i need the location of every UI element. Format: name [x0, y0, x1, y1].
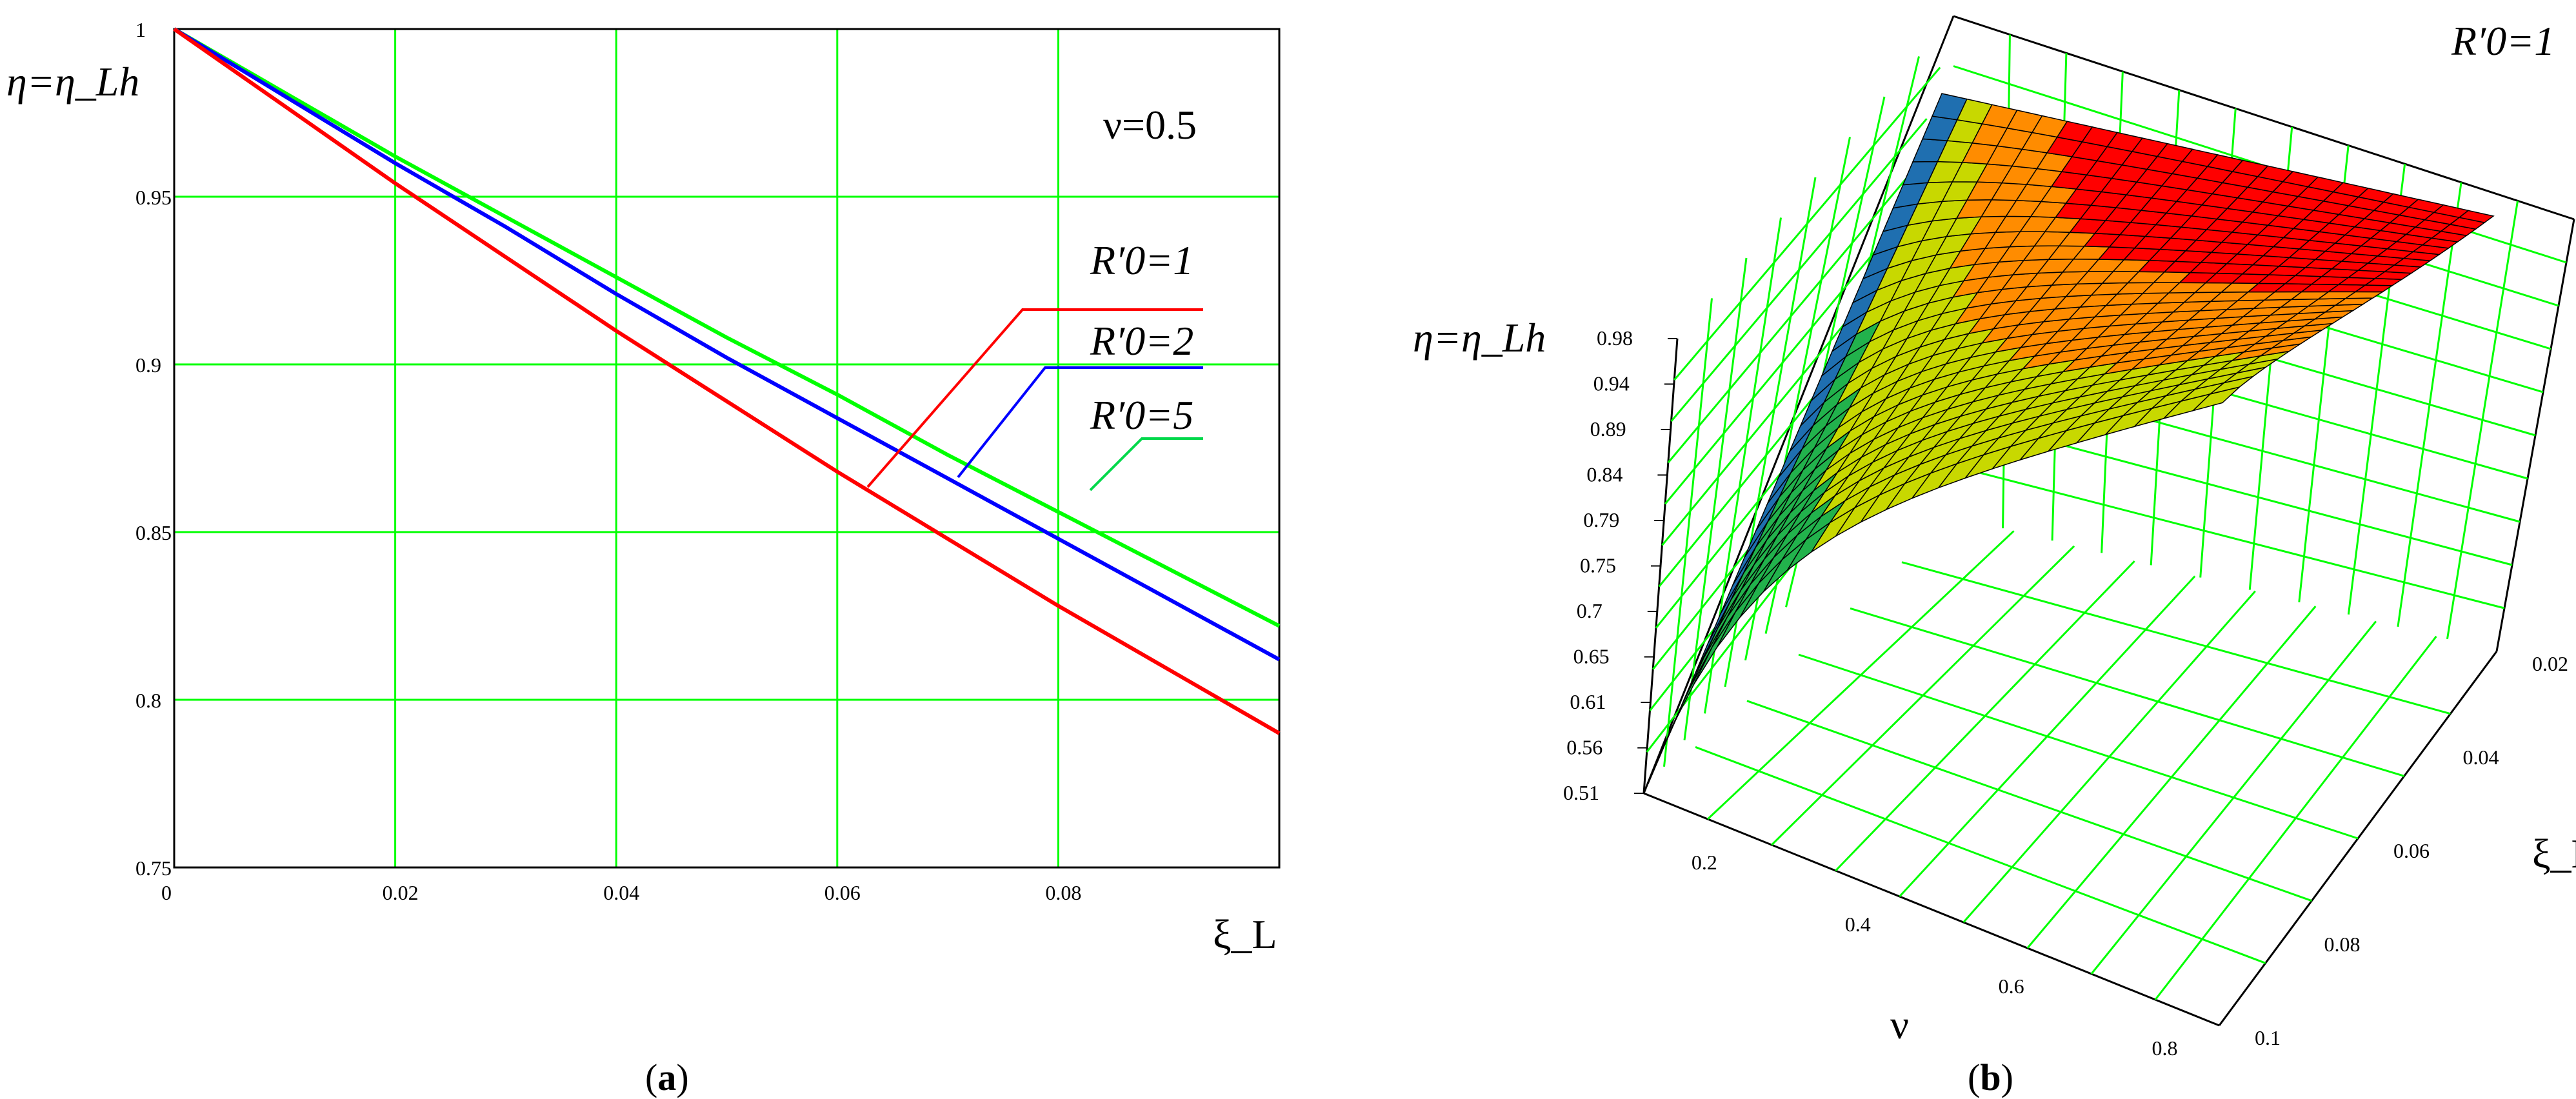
panel-a-legend: R′0=1 R′0=2 R′0=5	[866, 237, 1203, 491]
panel-b-surface-chart: 0.51 0.56 0.61 0.65 0.7 0.75 0.79 0.84 0.89 0.94 0…	[1413, 15, 2576, 1098]
grid-b-floor-b	[1901, 561, 2451, 715]
z-tick-label: 0.98	[1597, 326, 1633, 350]
z-tick-label: 0.79	[1583, 508, 1619, 531]
z-tick-label: 0.94	[1593, 372, 1630, 395]
z-tick-label: 0.61	[1570, 690, 1606, 713]
x-tick-label-nu: 0.4	[1845, 913, 1871, 936]
grid-b-wall-right-h	[1953, 465, 2505, 609]
legend-label-r0-5: R′0=5	[1090, 392, 1193, 438]
x-tick-label: 0.08	[1045, 881, 1081, 904]
y-tick-label: 0.75	[135, 856, 172, 880]
legend-leader-r0-5	[1089, 437, 1203, 491]
panel-a-annotation: ν=0.5	[1103, 102, 1197, 148]
legend-leader-r0-2	[957, 366, 1203, 479]
surface-patch	[2458, 210, 2495, 223]
y-tick-label: 0.85	[135, 521, 172, 544]
x-tick-label-nu: 0.6	[1999, 975, 2024, 998]
series-line-1	[173, 27, 1281, 662]
x-tick-label: 0.04	[603, 881, 639, 904]
series-line-0	[173, 27, 1281, 735]
legend-label-r0-2: R′0=2	[1090, 318, 1193, 364]
z-tick-label: 0.65	[1573, 645, 1610, 668]
y-tick-label: 0.9	[135, 353, 161, 377]
x-tick-label: 0.02	[383, 881, 419, 904]
y-tick-label-xi: 0.1	[2255, 1026, 2281, 1049]
series-line-2	[173, 27, 1281, 628]
panel-b-y-ticks: 0.02 0.04 0.06 0.08 0.1	[2255, 652, 2568, 1049]
panel-a-plot-frame	[173, 28, 1281, 869]
panel-a-line-chart: 0 0.02 0.04 0.06 0.08 0.75 0.8 0.85 0.9 0.95 1 η=…	[6, 18, 1281, 1098]
y-tick-label-xi: 0.04	[2463, 746, 2499, 769]
panel-b-ylabel: ξ_L	[2532, 831, 2576, 876]
z-tick-label: 0.51	[1563, 781, 1599, 804]
panel-b-x-ticks: 0.2 0.4 0.6 0.8	[1692, 851, 2178, 1060]
panel-b-surface	[1648, 93, 2495, 784]
z-tick-label: 0.56	[1566, 736, 1603, 759]
panel-a-ylabel: η=η_Lh	[6, 59, 139, 104]
grid-b-floor-b	[1746, 700, 2312, 902]
panel-a-series	[173, 27, 1281, 735]
legend-label-r0-1: R′0=1	[1090, 237, 1193, 283]
panel-a-gridlines	[174, 29, 1279, 867]
grid-b-floor-b	[1850, 607, 2405, 777]
x-tick-label-nu: 0.8	[2152, 1036, 2178, 1060]
y-tick-label-xi: 0.08	[2324, 933, 2361, 956]
x-tick-label-nu: 0.2	[1692, 851, 1717, 874]
y-tick-label: 0.95	[135, 186, 172, 209]
panel-a-x-ticks: 0 0.02 0.04 0.06 0.08	[161, 881, 1081, 904]
panel-b-box	[1642, 15, 2575, 1027]
z-tick-label: 0.89	[1590, 417, 1626, 441]
y-tick-label: 0.8	[135, 689, 161, 712]
z-tick-label: 0.75	[1580, 554, 1616, 577]
panel-b-zlabel: η=η_Lh	[1413, 315, 1546, 361]
y-tick-label-xi: 0.02	[2532, 652, 2568, 675]
y-tick-label: 1	[135, 18, 146, 41]
legend-leader-r0-1	[866, 308, 1203, 488]
panel-a-y-ticks: 0.75 0.8 0.85 0.9 0.95 1	[135, 18, 172, 880]
grid-b-floor-b	[1695, 746, 2266, 964]
grid-b-wall-left-v	[1683, 257, 1748, 740]
grid-b-wall-left-v	[1663, 298, 1713, 767]
panel-b-xlabel: ν	[1890, 1002, 1909, 1047]
z-tick-label: 0.84	[1586, 463, 1622, 486]
panel-a-xlabel: ξ_L	[1213, 911, 1277, 957]
grid-b-floor-b	[1798, 653, 2359, 840]
caption-a: (a)	[645, 1056, 689, 1098]
panel-b-title: R′0=1	[2451, 18, 2555, 64]
x-tick-label: 0	[161, 881, 172, 904]
caption-b: (b)	[1968, 1056, 2013, 1098]
z-tick-label: 0.7	[1577, 599, 1603, 622]
x-tick-label: 0.06	[824, 881, 861, 904]
y-tick-label-xi: 0.06	[2393, 839, 2430, 862]
panel-b-z-ticks: 0.51 0.56 0.61 0.65 0.7 0.75 0.79 0.84 0.89 0.94 0…	[1563, 326, 1677, 804]
